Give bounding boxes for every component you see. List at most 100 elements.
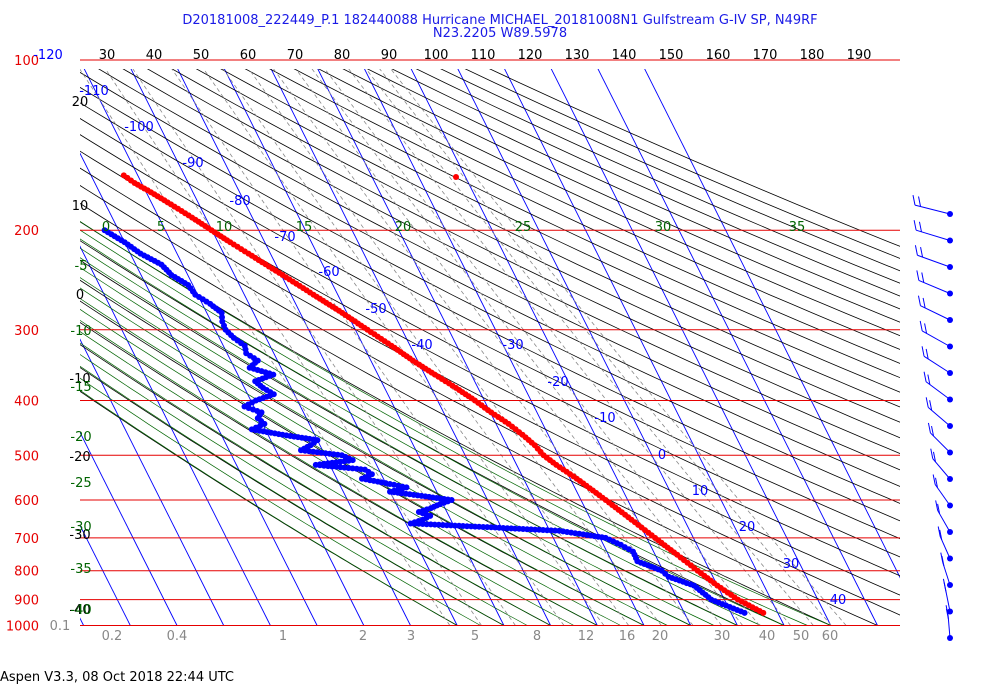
isotherm-tick-label: -100 [124,120,154,135]
dry-adiabat-line [269,69,900,364]
wind-barb-staff [947,615,951,639]
dry-adiabat-line [171,69,900,423]
wind-barb-flag [912,195,916,206]
wind-barb-staff [923,355,951,374]
wind-barb-staff [937,510,951,533]
wind-barb-flag [923,371,927,382]
wind-barb-flag [913,220,917,231]
moist-adiabat-line [80,365,505,626]
footer-text: Aspen V3.3, 08 Oct 2018 22:44 UTC [0,670,234,685]
top-scale-tick-label: 180 [800,48,825,63]
dry-adiabat-line [464,69,900,259]
dry-adiabat-line [80,221,831,626]
wind-barb-staff [934,484,951,506]
isotherm-line [364,69,645,626]
isotherm-line [597,69,878,626]
isotherm-tick-label: -60 [318,265,339,280]
moist-adiabat-line [80,277,691,626]
pressure-tick-label: 500 [14,449,39,464]
isotherm-tick-label: -70 [274,230,295,245]
pressure-tick-label: 900 [14,594,39,609]
moist-adiabat-tick-label: 5 [157,220,165,235]
mixing-ratio-tick-label: 60 [822,629,839,644]
moist-adiabat-tick-label: 15 [296,220,313,235]
dry-adiabat-tick-label: -5 [75,259,88,274]
wind-barb-flag [945,608,949,619]
top-scale-tick-label: 70 [287,48,304,63]
dry-adiabat-tick-label: -10 [70,324,91,339]
wind-barb-flag [941,556,945,567]
pressure-tick-label: 600 [14,494,39,509]
mixing-ratio-line [348,69,792,626]
top-scale-tick-label: 140 [612,48,637,63]
top-scale-tick-label: 100 [424,48,449,63]
mixing-ratio-tick-label: 0.4 [167,629,188,644]
isotherm-line [80,524,131,626]
mixing-ratio-line [390,69,847,626]
dry-adiabat-line [415,69,900,284]
height-tick-label: 20 [72,95,89,110]
mixing-ratio-tick-label: 12 [578,629,595,644]
wind-barb-flag [932,474,936,485]
wind-barb-flag [924,323,928,334]
isotherm-line [550,69,832,626]
pressure-tick-label: 1000 [6,620,39,635]
isotherm-line [130,69,411,626]
moist-adiabat-line [80,287,668,626]
moist-adiabat-line [80,331,575,626]
mixing-ratio-tick-label: 3 [407,629,415,644]
wind-barb-flag [930,448,934,459]
wind-barb-flag [918,221,922,232]
wind-barb-flag [937,526,941,537]
wind-barb-staff [920,305,951,321]
height-tick-label: -30 [69,528,90,543]
wind-barb-flag [927,422,931,434]
wind-barb-staff [925,381,951,400]
pressure-tick-label: 700 [14,532,39,547]
mixing-ratio-tick-label: 40 [759,629,776,644]
dry-adiabat-line [80,202,878,626]
dry-adiabat-line [391,69,900,297]
wind-barb-staff [921,330,951,347]
moist-adiabat-line [80,229,808,626]
chart-title: D20181008_222449_P.1 182440088 Hurricane… [182,13,818,28]
wind-barb-staff [914,204,951,215]
dry-adiabat-tick-label: -35 [70,562,91,577]
top-scale-tick-label: 80 [334,48,351,63]
pressure-tick-label: 100 [14,54,39,69]
mixing-ratio-line [132,69,516,626]
dry-adiabat-line [195,69,900,408]
wind-barb-flag [939,529,943,541]
isotherm-tick-label: 10 [692,484,709,499]
moist-adiabat-line [80,319,598,626]
wind-barb-flag [927,374,931,385]
wind-barb-flag [931,425,935,437]
top-scale-tick-label: 30 [99,48,116,63]
mixing-ratio-line [171,69,565,626]
isotherm-line [80,338,225,626]
wind-barb-flag [932,451,936,462]
top-scale-tick-label: 150 [659,48,684,63]
wind-barb-flag [917,295,921,306]
isotherm-tick-label: -20 [547,375,568,390]
top-scale-tick-label: 120 [518,48,543,63]
dry-adiabat-line [80,185,900,616]
dewpoint-point [219,314,225,321]
wind-barb-staff [942,562,951,586]
temperature-point [453,174,459,180]
height-tick-label: 0 [76,288,84,303]
moist-adiabat-line [80,354,528,626]
dry-adiabat-line [342,69,900,323]
wind-barb-staff [918,279,951,294]
mixing-ratio-tick-label: 50 [793,629,810,644]
isotherm-line [80,245,271,626]
isotherm-tick-label: -80 [229,194,250,209]
mixing-ratio-line [222,69,630,626]
height-tick-label: -10 [69,372,90,387]
moist-adiabat-line [80,247,761,626]
wind-barb-staff [915,229,951,241]
mixing-ratio-tick-label: 1 [279,629,287,644]
wind-barb-flag [919,320,923,332]
dry-adiabat-line [146,69,900,439]
wind-barb-staff [917,254,951,268]
